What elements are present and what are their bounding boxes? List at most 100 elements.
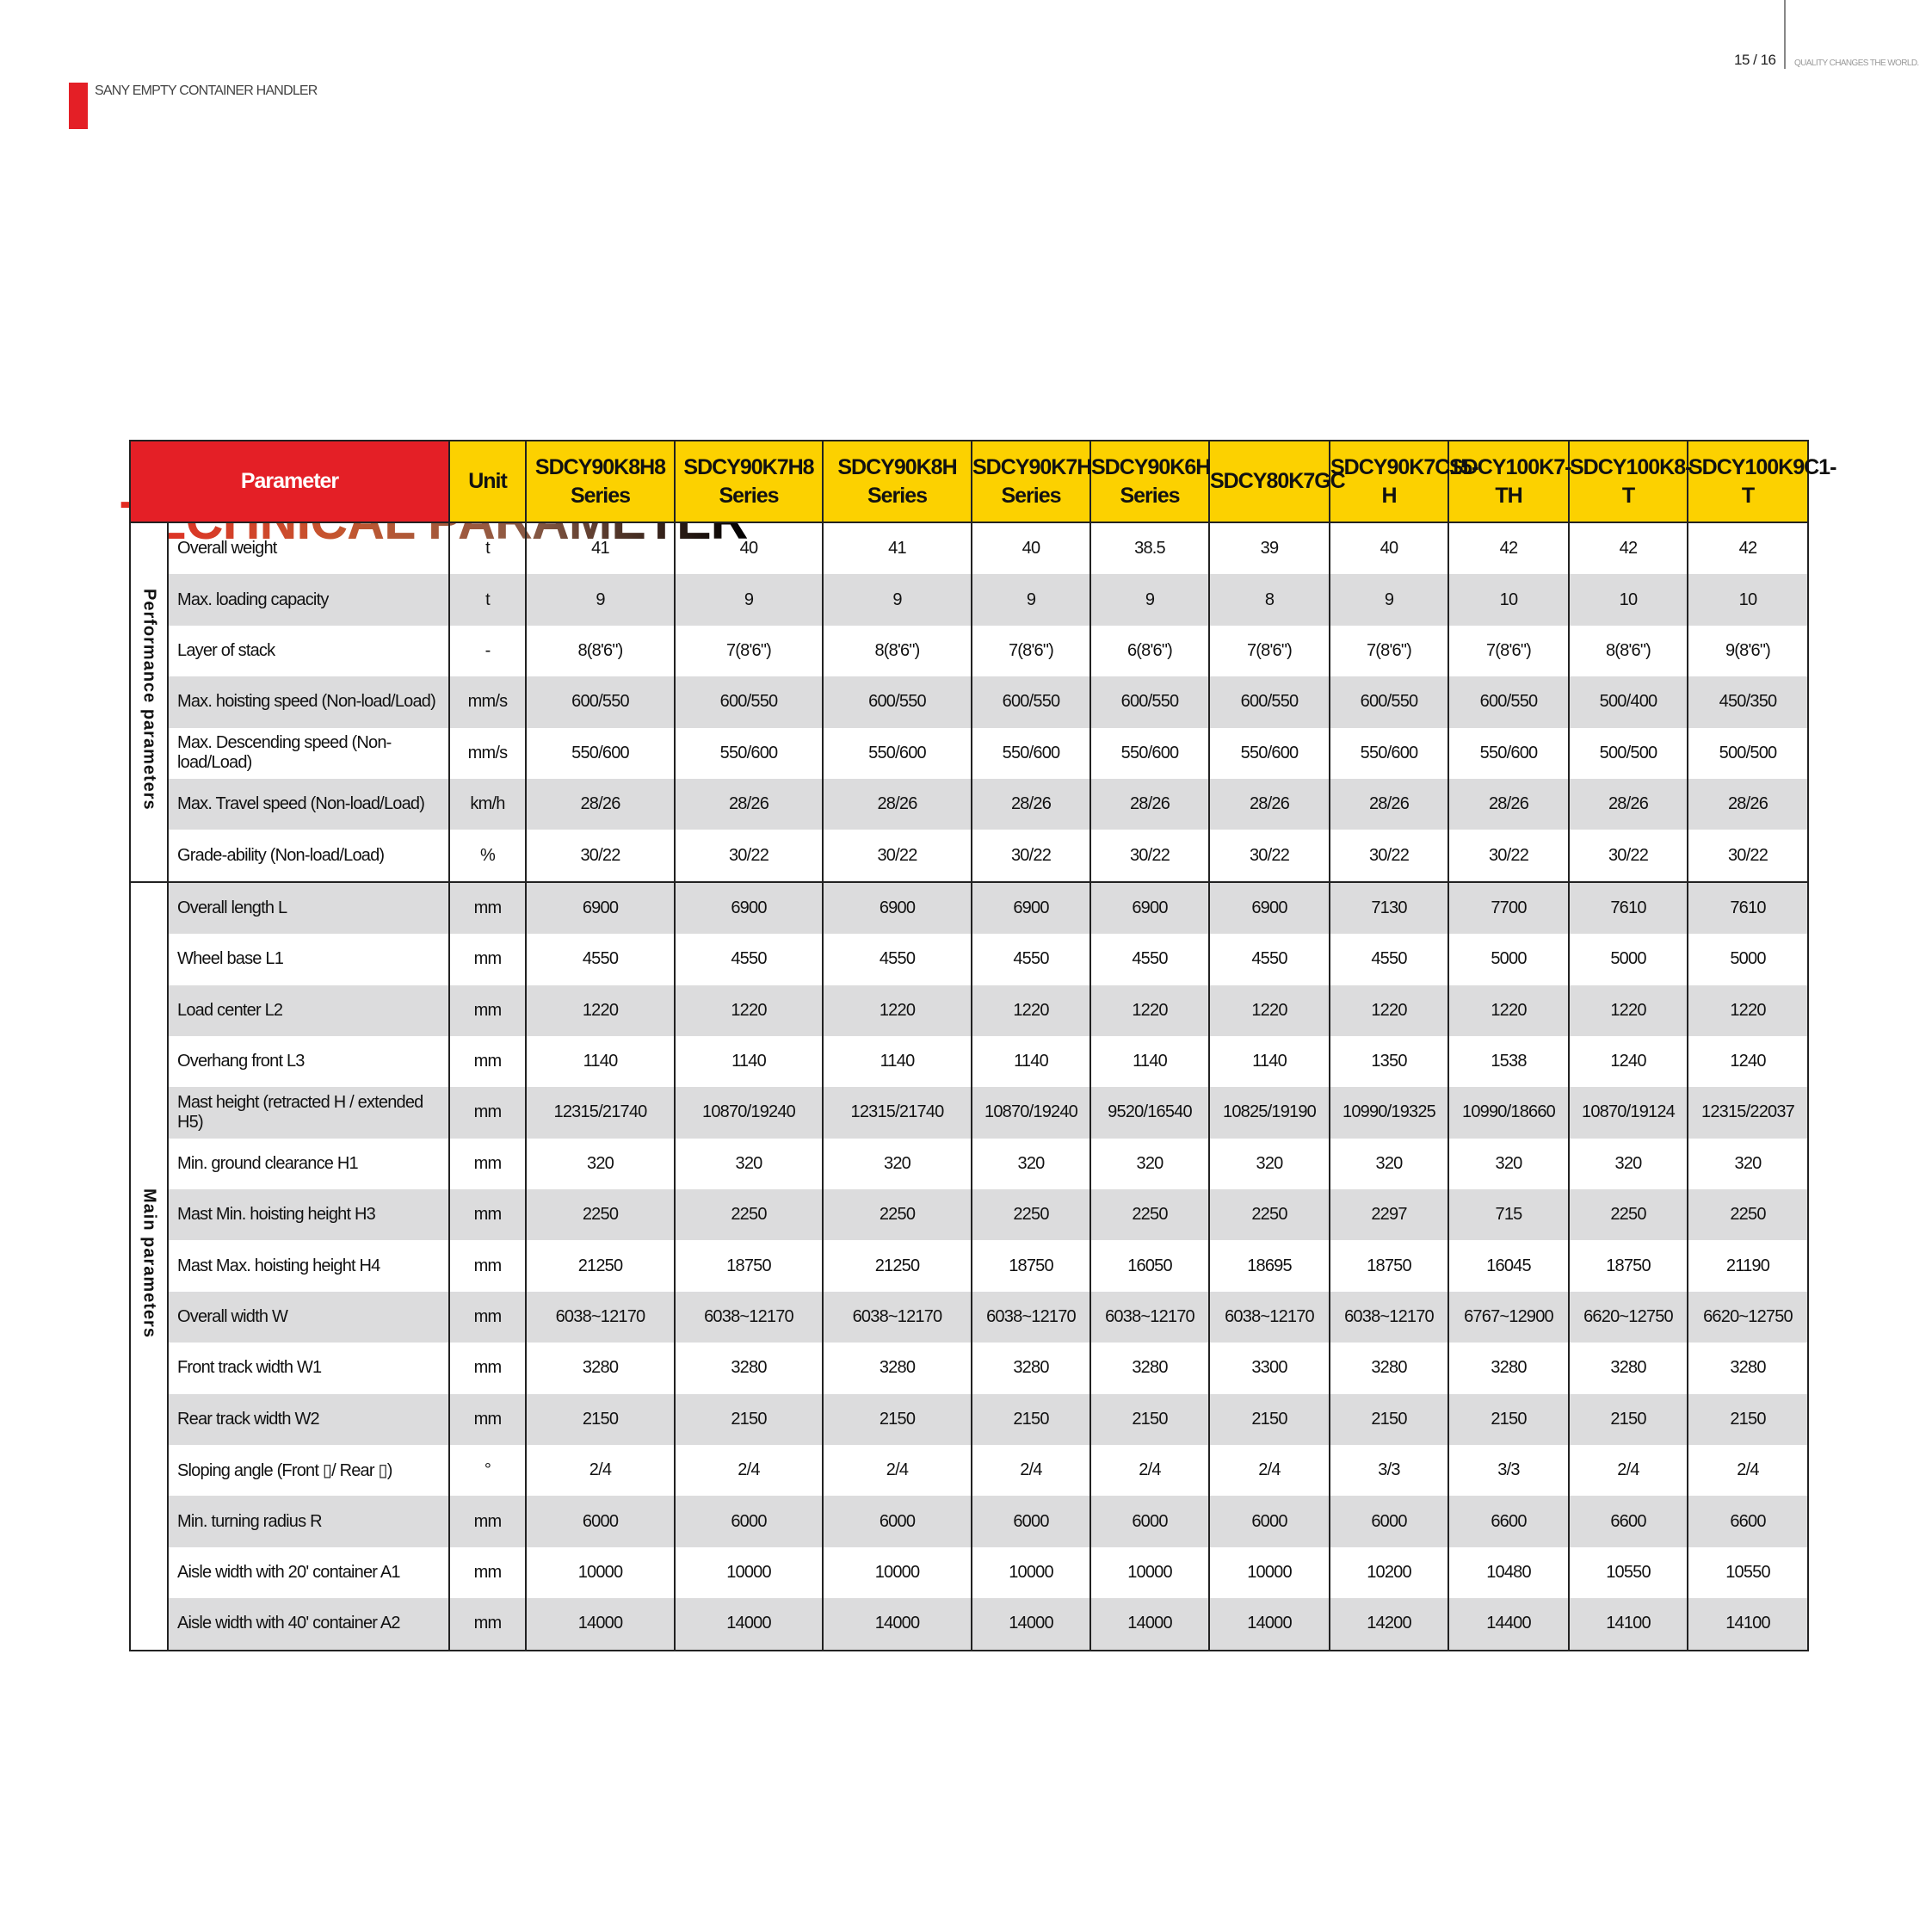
value-cell: 5000 (1568, 934, 1688, 985)
parameter-name: Max. Travel speed (Non-load/Load) (167, 778, 450, 830)
value-cell: 30/22 (1568, 830, 1688, 883)
unit-cell: mm (448, 1291, 527, 1343)
value-cell: 42 (1447, 522, 1570, 575)
model-header: SDCY100K8-T (1568, 440, 1692, 523)
value-cell: 1140 (1208, 1035, 1330, 1088)
value-cell: 6900 (822, 881, 972, 935)
value-cell: 6000 (822, 1496, 972, 1547)
unit-cell: mm (448, 1189, 527, 1241)
value-cell: 1350 (1329, 1035, 1449, 1088)
value-cell: 6600 (1568, 1496, 1688, 1547)
value-cell: 14000 (1208, 1598, 1330, 1651)
value-cell: 1220 (1208, 985, 1330, 1036)
unit-cell: mm (448, 1393, 527, 1446)
group-label-cell: Main parameters (129, 880, 169, 1651)
value-cell: 6038~12170 (1329, 1291, 1449, 1343)
value-cell: 550/600 (674, 727, 824, 779)
value-cell: 450/350 (1687, 676, 1809, 728)
value-cell: 6(8'6") (1089, 625, 1210, 677)
value-cell: 2150 (1447, 1393, 1570, 1446)
model-header: SDCY90K7H Series (971, 440, 1092, 523)
value-cell: 18750 (971, 1240, 1091, 1292)
value-cell: 7(8'6") (971, 625, 1091, 677)
value-cell: 7(8'6") (1329, 625, 1449, 677)
value-cell: 320 (1329, 1138, 1449, 1190)
value-cell: 6000 (971, 1496, 1091, 1547)
value-cell: 6000 (1208, 1496, 1330, 1547)
value-cell: 2150 (1089, 1393, 1210, 1446)
unit-cell: mm (448, 1138, 527, 1190)
value-cell: 4550 (971, 934, 1091, 985)
value-cell: 8 (1208, 574, 1330, 626)
unit-header: Unit (448, 440, 527, 523)
table-row: Sloping angle (Front ▯/ Rear ▯) ° 2/4 2/4 2/… (130, 1445, 1809, 1497)
model-header: SDCY90K6H Series (1089, 440, 1211, 523)
value-cell: 14000 (971, 1598, 1091, 1651)
value-cell: 320 (1568, 1138, 1688, 1190)
value-cell: 12315/21740 (525, 1087, 676, 1139)
header-divider (1784, 0, 1786, 69)
value-cell: 14100 (1687, 1598, 1809, 1651)
parameter-name: Aisle width with 20' container A1 (167, 1546, 450, 1599)
value-cell: 2/4 (1568, 1445, 1688, 1497)
table-row: Rear track width W2 mm 2150 2150 2150 2150 215… (130, 1393, 1809, 1446)
unit-cell: mm (448, 1496, 527, 1547)
value-cell: 10200 (1329, 1546, 1449, 1599)
value-cell: 28/26 (1329, 778, 1449, 830)
value-cell: 18750 (674, 1240, 824, 1292)
value-cell: 320 (1447, 1138, 1570, 1190)
table-row: Aisle width with 40' container A2 mm 14000… (130, 1598, 1809, 1651)
value-cell: 6620~12750 (1568, 1291, 1688, 1343)
value-cell: 9 (1089, 574, 1210, 626)
value-cell: 6038~12170 (1089, 1291, 1210, 1343)
value-cell: 14000 (674, 1598, 824, 1651)
value-cell: 320 (1687, 1138, 1809, 1190)
table-row: Mast Max. hoisting height H4 mm 21250 18750… (130, 1240, 1809, 1292)
value-cell: 14400 (1447, 1598, 1570, 1651)
tagline: QUALITY CHANGES THE WORLD. (1794, 59, 1919, 68)
value-cell: 550/600 (822, 727, 972, 779)
value-cell: 1220 (1447, 985, 1570, 1036)
value-cell: 28/26 (525, 778, 676, 830)
value-cell: 600/550 (822, 676, 972, 728)
model-header: SDCY90K8H Series (822, 440, 972, 523)
value-cell: 42 (1687, 522, 1809, 575)
value-cell: 9 (525, 574, 676, 626)
value-cell: 600/550 (1447, 676, 1570, 728)
unit-cell: ° (448, 1445, 527, 1497)
value-cell: 7700 (1447, 881, 1570, 935)
value-cell: 28/26 (822, 778, 972, 830)
value-cell: 2250 (525, 1189, 676, 1241)
value-cell: 3280 (971, 1343, 1091, 1394)
parameter-name: Max. Descending speed (Non-load/Load) (167, 727, 450, 779)
value-cell: 320 (674, 1138, 824, 1190)
value-cell: 550/600 (1089, 727, 1210, 779)
value-cell: 10480 (1447, 1546, 1570, 1599)
value-cell: 1220 (1568, 985, 1688, 1036)
value-cell: 2/4 (822, 1445, 972, 1497)
table-row: Mast height (retracted H / extended H5) m… (130, 1087, 1809, 1139)
value-cell: 4550 (1329, 934, 1449, 985)
value-cell: 10000 (674, 1546, 824, 1599)
value-cell: 18750 (1329, 1240, 1449, 1292)
unit-cell: mm (448, 1343, 527, 1394)
value-cell: 8(8'6") (1568, 625, 1688, 677)
value-cell: 1220 (1687, 985, 1809, 1036)
value-cell: 3/3 (1329, 1445, 1449, 1497)
value-cell: 600/550 (1089, 676, 1210, 728)
value-cell: 4550 (525, 934, 676, 985)
value-cell: 600/550 (674, 676, 824, 728)
value-cell: 4550 (822, 934, 972, 985)
parameter-name: Rear track width W2 (167, 1393, 450, 1446)
unit-cell: - (448, 625, 527, 677)
value-cell: 3280 (1329, 1343, 1449, 1394)
model-header: SDCY100K9C1-T (1687, 440, 1836, 523)
value-cell: 6038~12170 (525, 1291, 676, 1343)
value-cell: 1220 (1089, 985, 1210, 1036)
value-cell: 1140 (822, 1035, 972, 1088)
value-cell: 40 (674, 522, 824, 575)
value-cell: 1140 (674, 1035, 824, 1088)
table-header-row: Parameter Unit SDCY90K8H8 Series SDCY90K7… (129, 440, 1836, 523)
value-cell: 10000 (1089, 1546, 1210, 1599)
